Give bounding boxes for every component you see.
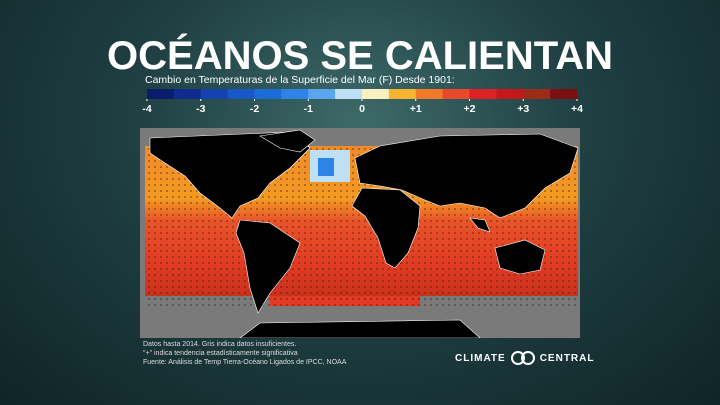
legend-swatch	[388, 89, 417, 99]
legend-tick-label: +3	[517, 103, 529, 115]
legend-swatch	[227, 89, 255, 99]
legend-swatch	[362, 89, 390, 99]
legend-tick-label: +1	[410, 103, 422, 115]
legend: -4 -3 -2 -1 0 +1 +2 +3 +4	[142, 89, 583, 115]
legend-tick-label: -1	[304, 103, 313, 115]
legend-swatch	[442, 89, 470, 99]
legend-swatch	[335, 89, 363, 99]
title: OCÉANOS SE CALIENTAN	[107, 34, 613, 78]
legend-tick-label: +4	[571, 103, 583, 115]
subtitle: Cambio en Temperaturas de la Superficie …	[145, 74, 455, 86]
legend-swatch	[496, 89, 524, 99]
brand-word: CENTRAL	[539, 352, 595, 364]
footnote: Fuente: Análisis de Temp Tierra-Océano L…	[143, 359, 347, 366]
legend-tick-label: -2	[250, 103, 259, 115]
brand-word: CLIMATE	[455, 352, 506, 364]
legend-swatch	[523, 89, 551, 99]
footnotes: Datos hasta 2014. Gris indica datos insu…	[143, 340, 346, 367]
legend-tick-label: -4	[142, 103, 151, 115]
legend-tick-label: 0	[359, 103, 365, 115]
legend-swatch	[550, 89, 578, 99]
legend-swatch	[281, 89, 309, 99]
cold-patch	[318, 158, 334, 176]
legend-swatch	[254, 89, 282, 99]
legend-tick-label: -3	[196, 103, 205, 115]
legend-swatch	[415, 89, 444, 99]
legend-swatch	[308, 89, 336, 99]
legend-swatch	[469, 89, 497, 99]
continents	[149, 129, 579, 338]
footnote: Datos hasta 2014. Gris indica datos insu…	[143, 341, 297, 348]
map	[140, 128, 580, 338]
brand: CLIMATE CENTRAL	[455, 351, 594, 365]
legend-swatch	[147, 89, 175, 99]
legend-swatch	[200, 89, 229, 99]
legend-swatch	[173, 89, 202, 99]
brand-logo	[510, 351, 535, 365]
footnote: "+" indica tendencia estadísticamente si…	[143, 350, 298, 357]
legend-tick-label: +2	[464, 103, 476, 115]
